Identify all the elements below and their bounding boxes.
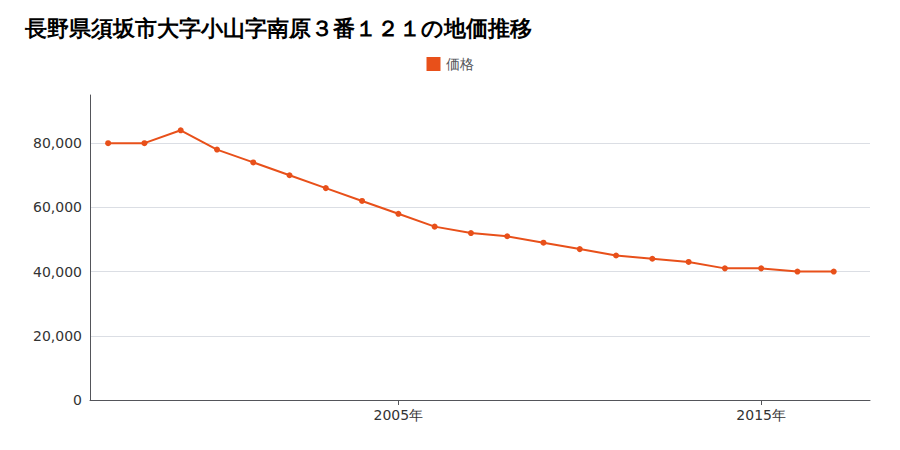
svg-text:40,000: 40,000 — [33, 264, 82, 280]
svg-text:価格: 価格 — [446, 56, 474, 72]
svg-text:2015年: 2015年 — [736, 407, 786, 423]
svg-text:20,000: 20,000 — [33, 328, 82, 344]
svg-text:80,000: 80,000 — [33, 135, 82, 151]
svg-text:長野県須坂市大字小山字南原３番１２１の地価推移: 長野県須坂市大字小山字南原３番１２１の地価推移 — [24, 16, 532, 41]
svg-text:60,000: 60,000 — [33, 199, 82, 215]
svg-text:2005年: 2005年 — [374, 407, 424, 423]
svg-text:0: 0 — [73, 392, 82, 408]
